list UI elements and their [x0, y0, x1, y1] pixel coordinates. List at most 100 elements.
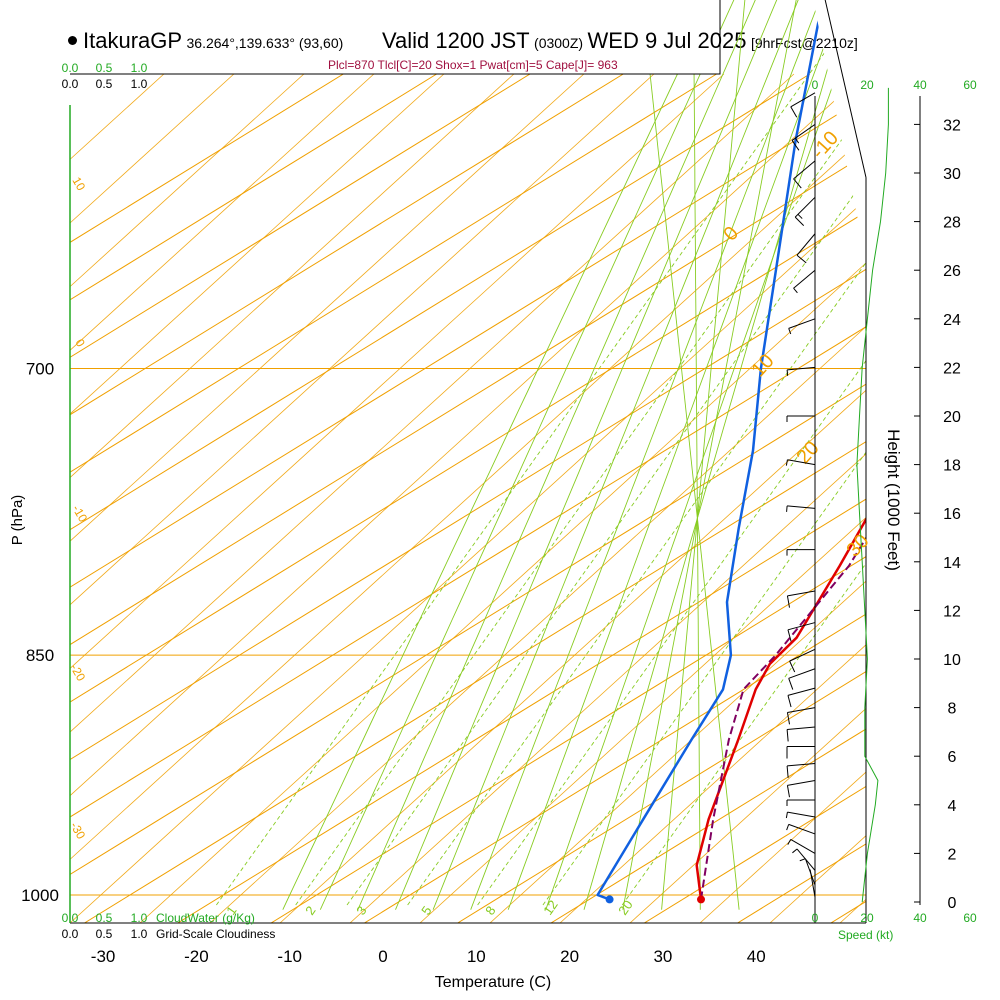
wind-barb	[786, 549, 815, 556]
cloudwater-scale-bottom: 1.0	[131, 911, 148, 925]
height-tick-label: 8	[948, 701, 957, 718]
isotherm-label: 10	[747, 350, 778, 381]
isotherm-line	[70, 73, 866, 924]
wind-barb-flag	[797, 213, 803, 219]
wind-barb	[786, 799, 815, 806]
cloudwater-scale-top: 0.0	[62, 61, 79, 75]
height-tick-label: 10	[943, 652, 961, 669]
pressure-tick-label: 850	[26, 646, 54, 665]
height-tick-label: 20	[943, 409, 961, 426]
stability-params: Plcl=870 Tlcl[C]=20 Shox=1 Pwat[cm]=5 Ca…	[328, 58, 618, 72]
wind-barb	[786, 823, 816, 835]
speed-tick-top: 20	[860, 78, 874, 92]
grid-layer	[70, 368, 866, 896]
dry-adiabat-line	[70, 73, 725, 924]
wind-barb	[792, 848, 816, 871]
isotherm-line	[70, 73, 866, 924]
dry-adiabat-line	[139, 73, 866, 924]
adiabat-label: 10	[69, 175, 88, 194]
mixing-ratio-label: 5	[418, 903, 434, 918]
wind-barb-staff	[787, 505, 816, 509]
height-tick-label: 4	[948, 798, 957, 815]
wind-barb-flag	[793, 287, 798, 294]
speed-tick-bottom: 20	[860, 911, 874, 925]
isotherm-line	[70, 73, 866, 924]
wind-barb-staff	[787, 590, 816, 597]
dry-adiabat-line	[70, 73, 585, 924]
mixing-ratio-label: 12	[540, 897, 561, 917]
speed-tick-bottom: 60	[963, 911, 977, 925]
wind-speed-profile	[856, 87, 889, 903]
moist-adiabat-line	[507, 0, 866, 910]
height-tick-label: 12	[943, 603, 961, 620]
wind-barb-staff	[787, 762, 816, 767]
wind-barb-staff	[787, 780, 816, 786]
height-tick-label: 14	[943, 555, 961, 572]
frame-top-right	[70, 0, 867, 178]
height-tick-label: 30	[943, 166, 961, 183]
wind-barb-flag	[788, 328, 792, 335]
moist-adiabat-line	[583, 0, 866, 910]
pressure-tick-label: 1000	[21, 886, 59, 905]
wind-panel	[785, 87, 889, 923]
wind-barb	[787, 687, 816, 708]
isotherm-line	[924, 74, 1000, 923]
valid-zulu: (0300Z)	[534, 35, 584, 51]
wind-barb	[785, 811, 816, 819]
dry-adiabat-line	[279, 73, 866, 924]
dry-adiabat-line	[70, 73, 865, 924]
wind-barb-staff	[794, 196, 816, 218]
wind-barb-staff	[787, 726, 816, 730]
mixing-ratio-label: 3	[353, 903, 369, 918]
wind-barb-staff	[788, 668, 816, 679]
dry-adiabat-line	[70, 73, 375, 924]
cloudiness-scale-bottom: 1.0	[131, 927, 148, 941]
wind-barb-flag	[786, 729, 789, 742]
height-tick-label: 0	[948, 895, 957, 912]
cloudiness-scale-top: 1.0	[131, 77, 148, 91]
height-tick-label: 28	[943, 215, 961, 232]
wind-barb-flag	[786, 505, 788, 512]
isotherm-line	[70, 73, 866, 924]
isotherm-line	[457, 73, 866, 924]
wind-barb	[786, 780, 816, 798]
speed-tick-bottom: 0	[812, 911, 819, 925]
wind-barb	[793, 269, 816, 294]
wind-barb-flag	[790, 106, 798, 118]
cloudiness-scale-top: 0.0	[62, 77, 79, 91]
wind-barb	[793, 160, 816, 189]
adiabat-label: -10	[69, 503, 90, 525]
dry-adiabat-line	[980, 74, 1000, 923]
wind-barb-staff	[787, 687, 816, 696]
wind-barb-flag	[786, 595, 791, 608]
mixing-ratio-line	[216, 0, 866, 906]
wind-barb	[786, 590, 816, 608]
dry-adiabat-line	[70, 73, 445, 924]
dry-adiabat-line	[559, 73, 866, 924]
wind-barb	[799, 858, 816, 886]
wind-barb-flag	[788, 678, 794, 690]
pressure-tick-label: 700	[26, 360, 54, 379]
dry-adiabat-line	[629, 73, 866, 924]
wind-barb-staff	[787, 459, 816, 466]
wind-barb-flag	[794, 137, 800, 144]
wind-barb-flag	[787, 695, 792, 708]
wind-barb-flag	[786, 824, 790, 831]
dry-adiabat-line	[70, 73, 866, 924]
x-axis-label: Temperature (C)	[435, 974, 551, 991]
moist-adiabat-line	[684, 0, 701, 910]
cloudwater-scale-bottom: 0.5	[96, 911, 113, 925]
wind-barb-staff	[793, 269, 816, 289]
cloudwater-scale-top: 0.5	[96, 61, 113, 75]
mixing-ratio-label: 8	[482, 903, 498, 918]
wind-barb-flag	[793, 178, 802, 189]
height-tick-label: 6	[948, 749, 957, 766]
moist-adiabat-line	[282, 0, 866, 910]
height-tick-label: 22	[943, 360, 961, 377]
plot-area	[70, 0, 1000, 924]
mixing-ratio-line	[477, 0, 866, 906]
height-tick-label: 2	[948, 846, 957, 863]
wind-barb-staff	[796, 848, 816, 871]
height-tick-label: 24	[943, 312, 961, 329]
moist-adiabat-line	[545, 0, 866, 910]
